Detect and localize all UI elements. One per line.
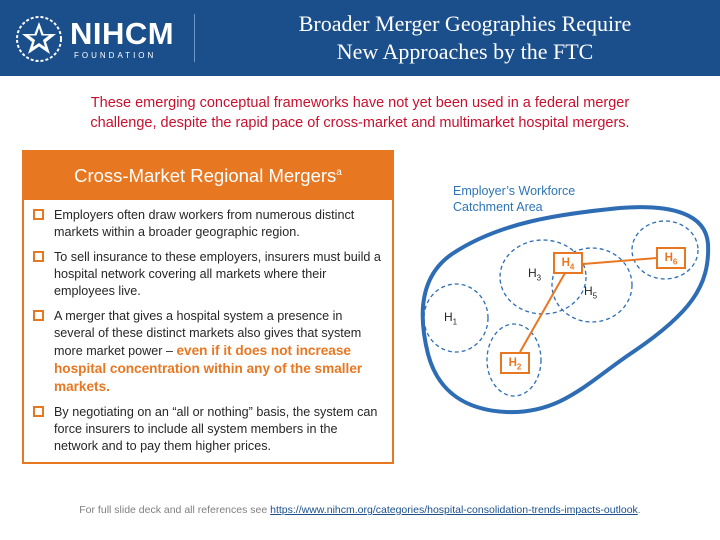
market-circle-h2 bbox=[486, 323, 542, 397]
bullet-emphasis: even if it does not increase hospital co… bbox=[54, 343, 363, 394]
catchment-area-label: Employer’s Workforce Catchment Area bbox=[453, 183, 575, 215]
market-circle-h3 bbox=[499, 239, 587, 315]
hospital-h6-box: H6 bbox=[656, 247, 686, 269]
footer-suffix: . bbox=[637, 504, 641, 516]
hospital-h1: H1 bbox=[444, 310, 458, 327]
checkbox-bullet-icon bbox=[33, 209, 44, 220]
bullet-item: A merger that gives a hospital system a … bbox=[32, 308, 384, 396]
bullet-item: Employers often draw workers from numero… bbox=[32, 207, 384, 241]
h3-prefix: H bbox=[528, 266, 537, 280]
star-logo-icon bbox=[16, 16, 62, 62]
logo-subtitle: FOUNDATION bbox=[74, 51, 157, 60]
bullet-item: To sell insurance to these employers, in… bbox=[32, 249, 384, 300]
catchment-label-line2: Catchment Area bbox=[453, 200, 543, 214]
h4-number: 4 bbox=[569, 262, 575, 272]
bullet-text: A merger that gives a hospital system a … bbox=[54, 309, 362, 358]
subtitle-line1: These emerging conceptual frameworks hav… bbox=[90, 95, 630, 111]
h5-number: 5 bbox=[592, 291, 598, 301]
checkbox-bullet-icon bbox=[33, 251, 44, 262]
slide-subtitle: These emerging conceptual frameworks hav… bbox=[40, 93, 680, 133]
hospital-h3: H3 bbox=[528, 266, 542, 283]
footer-note: For full slide deck and all references s… bbox=[0, 504, 720, 516]
h3-number: 3 bbox=[536, 273, 542, 283]
checkbox-bullet-icon bbox=[33, 310, 44, 321]
panel-title-text: Cross-Market Regional Mergers bbox=[74, 165, 337, 186]
checkbox-bullet-icon bbox=[33, 406, 44, 417]
hospital-h2-box: H2 bbox=[500, 352, 530, 374]
h1-prefix: H bbox=[444, 310, 453, 324]
subtitle-line2: challenge, despite the rapid pace of cro… bbox=[90, 115, 630, 131]
slide-title: Broader Merger Geographies Require New A… bbox=[220, 10, 710, 66]
h6-number: 6 bbox=[672, 257, 678, 267]
header-bar: NIHCM FOUNDATION Broader Merger Geograph… bbox=[0, 0, 720, 76]
h6-prefix: H bbox=[664, 252, 673, 264]
hospital-h5: H5 bbox=[584, 284, 598, 301]
nihcm-logo[interactable]: NIHCM FOUNDATION bbox=[14, 12, 204, 64]
link-h4-h2 bbox=[519, 272, 566, 353]
h5-prefix: H bbox=[584, 284, 593, 298]
h2-number: 2 bbox=[516, 362, 522, 372]
panel-title: Cross-Market Regional Mergersa bbox=[24, 152, 392, 200]
header-divider bbox=[194, 14, 195, 62]
catchment-area-outline bbox=[420, 205, 711, 415]
h2-prefix: H bbox=[508, 357, 517, 369]
cross-market-panel: Cross-Market Regional Mergersa Employers… bbox=[22, 150, 394, 464]
catchment-label-line1: Employer’s Workforce bbox=[453, 184, 576, 198]
slide-title-line2: New Approaches by the FTC bbox=[336, 39, 594, 64]
slide-title-line1: Broader Merger Geographies Require bbox=[298, 11, 632, 36]
market-circle-h1 bbox=[423, 283, 489, 353]
bullet-text: To sell insurance to these employers, in… bbox=[54, 250, 381, 298]
footer-text: For full slide deck and all references s… bbox=[79, 504, 271, 516]
footer-link[interactable]: https://www.nihcm.org/categories/hospita… bbox=[270, 504, 638, 516]
market-circle-h6 bbox=[631, 220, 699, 280]
bullet-list: Employers often draw workers from numero… bbox=[24, 200, 392, 455]
h1-number: 1 bbox=[452, 317, 458, 327]
logo-name: NIHCM bbox=[70, 16, 175, 51]
hospital-h4-box: H4 bbox=[553, 252, 583, 274]
catchment-diagram bbox=[420, 205, 711, 415]
market-circle-h5 bbox=[551, 247, 633, 323]
bullet-text: By negotiating on an “all or nothing” ba… bbox=[54, 405, 378, 453]
bullet-text: Employers often draw workers from numero… bbox=[54, 208, 355, 239]
panel-title-footnote: a bbox=[336, 166, 342, 178]
bullet-item: By negotiating on an “all or nothing” ba… bbox=[32, 404, 384, 455]
h4-prefix: H bbox=[561, 257, 570, 269]
link-h4-h6 bbox=[582, 257, 658, 265]
